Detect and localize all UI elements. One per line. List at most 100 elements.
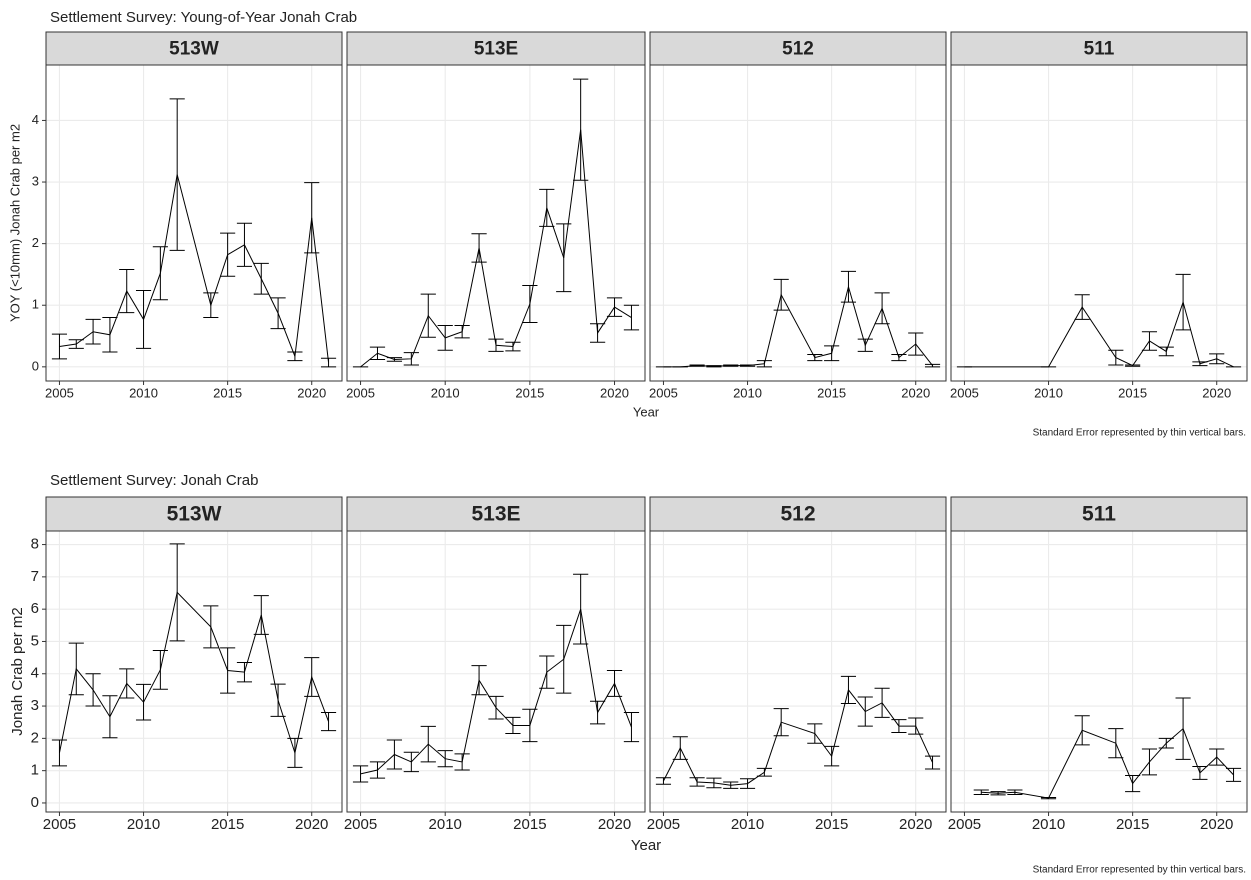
error-bar <box>488 695 504 720</box>
series-line <box>59 174 330 363</box>
error-bar <box>505 716 521 735</box>
error-bar <box>539 188 555 227</box>
error-bar <box>287 351 303 362</box>
x-tick-label: 2015 <box>513 816 546 833</box>
panel-background <box>650 65 946 381</box>
panel-border <box>45 64 343 382</box>
y-tick-label: 1 <box>32 297 39 312</box>
error-bar <box>1040 796 1057 800</box>
error-bar <box>119 668 135 699</box>
error-bar <box>840 270 857 303</box>
strip <box>45 496 343 532</box>
y-tick-label: 0 <box>31 794 39 811</box>
x-tick-label: 2010 <box>429 816 462 833</box>
error-bar <box>270 297 286 330</box>
error-bar <box>807 723 823 744</box>
error-bar <box>471 665 487 696</box>
error-bar <box>1175 273 1191 331</box>
x-tick-label: 2010 <box>1034 385 1063 400</box>
x-tick-label: 2010 <box>733 385 762 400</box>
error-bar <box>420 293 436 338</box>
error-bar <box>505 341 521 352</box>
error-bar <box>689 777 705 787</box>
x-tick-label: 2015 <box>1116 816 1149 833</box>
error-bar <box>1108 349 1124 366</box>
error-bar <box>386 357 403 362</box>
panel-border <box>45 530 343 813</box>
error-bar <box>287 737 303 768</box>
error-bar <box>403 751 419 773</box>
error-bar <box>723 364 739 367</box>
error-bar <box>990 791 1006 796</box>
y-tick-label: 5 <box>31 632 39 649</box>
x-tick-label: 2005 <box>45 385 74 400</box>
error-bar <box>454 753 470 771</box>
error-bar <box>304 657 320 697</box>
error-bar <box>824 345 840 362</box>
error-bar <box>1007 789 1023 796</box>
error-bar <box>236 222 253 267</box>
error-bar <box>924 363 941 368</box>
error-bar <box>169 543 185 642</box>
panel-background <box>951 65 1247 381</box>
error-bar <box>522 285 538 323</box>
strip <box>950 31 1248 66</box>
y-axis-title: YOY (<10mm) Jonah Crab per m2 <box>7 124 22 322</box>
error-bar <box>807 354 823 362</box>
error-bar <box>135 289 152 349</box>
x-tick-label: 2005 <box>43 816 76 833</box>
error-bar <box>403 352 419 366</box>
x-tick-label: 2020 <box>901 385 930 400</box>
panel-border <box>950 64 1248 382</box>
x-tick-label: 2010 <box>1032 816 1065 833</box>
error-bar <box>1209 748 1225 766</box>
error-bar <box>1141 748 1158 776</box>
error-bar <box>655 777 672 785</box>
x-tick-label: 2010 <box>431 385 460 400</box>
error-bar <box>908 717 924 735</box>
panel-background <box>650 531 946 812</box>
strip-label: 513W <box>169 39 219 60</box>
error-bar <box>437 750 453 768</box>
error-bar <box>85 673 101 707</box>
series-line <box>58 591 330 755</box>
error-bar <box>304 182 320 254</box>
panel-background <box>347 65 645 381</box>
panel-background <box>347 531 645 812</box>
x-tick-label: 2015 <box>815 816 848 833</box>
strip <box>649 496 947 532</box>
series-line <box>663 284 933 368</box>
error-bar <box>352 765 369 783</box>
chart-title: Settlement Survey: Young-of-Year Jonah C… <box>50 9 357 26</box>
y-axis-title: Jonah Crab per m2 <box>9 607 26 735</box>
x-tick-label: 2015 <box>211 816 244 833</box>
strip <box>649 31 947 66</box>
y-tick-label: 2 <box>31 729 39 746</box>
error-bar <box>706 365 722 368</box>
error-bar <box>320 357 337 368</box>
error-bar <box>152 650 168 690</box>
panel-border <box>346 530 646 813</box>
strip-label: 512 <box>780 503 815 526</box>
strip-label: 511 <box>1084 39 1115 60</box>
error-bar <box>589 700 606 725</box>
error-bar <box>220 232 236 277</box>
x-tick-label: 2020 <box>899 816 932 833</box>
x-tick-label: 2020 <box>297 385 326 400</box>
x-tick-label: 2020 <box>295 816 328 833</box>
error-bar <box>891 719 907 734</box>
error-bar <box>102 695 118 739</box>
panel-border <box>649 530 947 813</box>
x-tick-label: 2005 <box>647 816 680 833</box>
strip <box>346 31 646 66</box>
x-tick-label: 2015 <box>817 385 846 400</box>
caption: Standard Error represented by thin verti… <box>1033 428 1246 439</box>
error-bar <box>1209 353 1225 365</box>
error-bar <box>220 647 236 694</box>
error-bar <box>857 696 873 727</box>
error-bar <box>1225 767 1242 782</box>
x-axis-title: Year <box>633 404 660 419</box>
error-bar <box>68 642 84 696</box>
error-bar <box>471 233 487 263</box>
